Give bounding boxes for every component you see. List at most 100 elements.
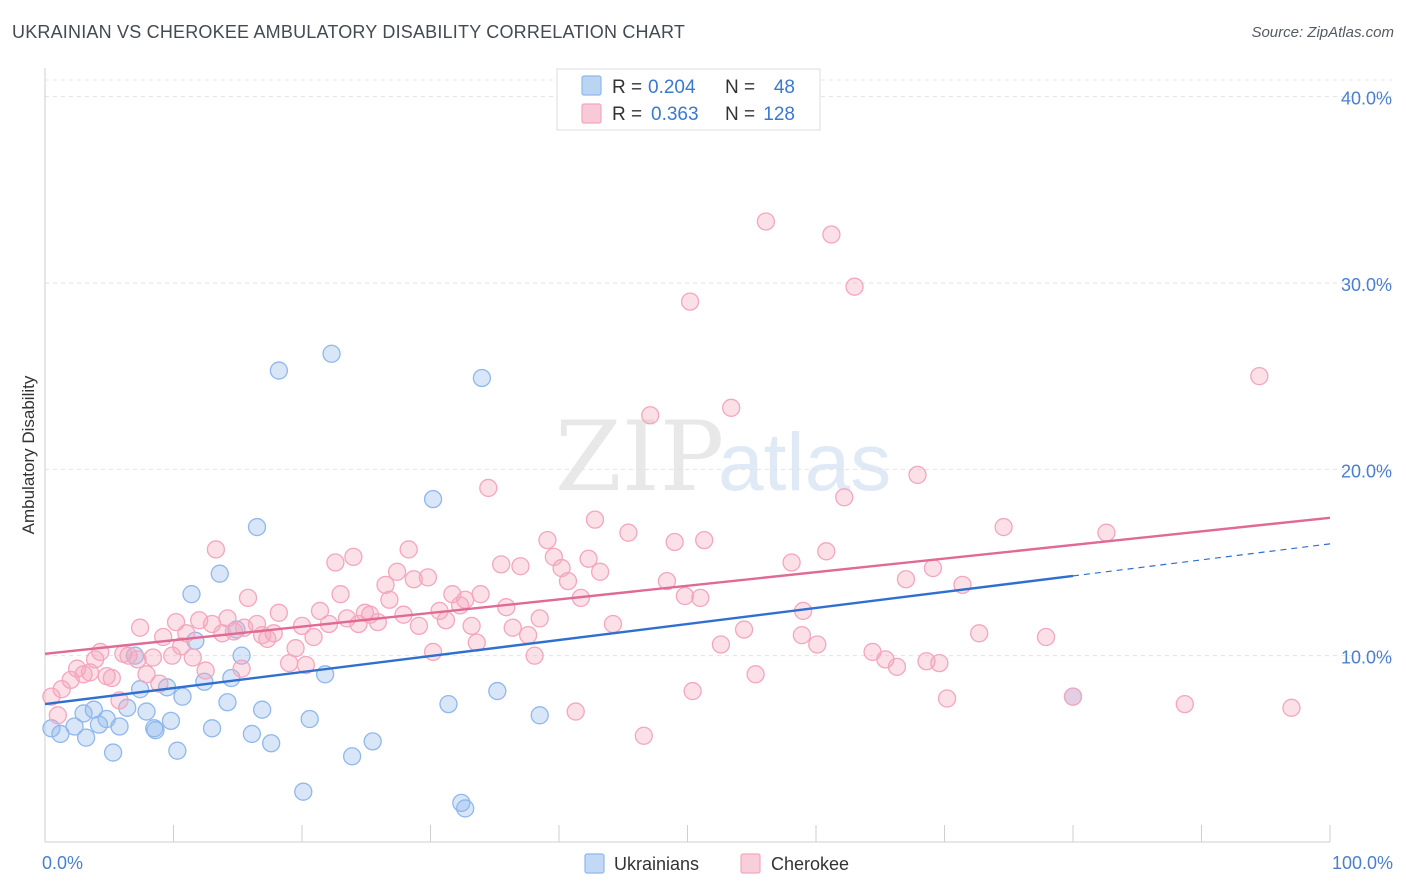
point-cherokee [479,478,498,498]
legend-swatch-ukrainians [581,75,602,96]
point-cherokee [418,568,438,587]
point-cherokee [808,635,827,654]
point-cherokee [657,571,677,591]
point-cherokee [119,646,138,665]
bottom-legend: Ukrainians Cherokee [584,853,849,874]
y-tick-label: 20.0% [1341,461,1392,481]
point-cherokee [675,586,695,606]
point-cherokee [91,642,110,662]
point-cherokee [525,646,544,665]
point-ukrainians [51,724,70,744]
point-ukrainians [247,517,267,537]
trend-line-extension-ukrainians [1072,543,1331,577]
point-cherokee [1036,627,1056,647]
point-cherokee [376,575,395,594]
y-tick-label: 30.0% [1341,275,1392,295]
point-cherokee [756,212,776,231]
point-cherokee [792,626,812,645]
point-cherokee [196,661,215,680]
point-cherokee [558,571,578,591]
point-cherokee [519,626,538,645]
point-cherokee [782,553,801,572]
chart-title: UKRAINIAN VS CHEROKEE AMBULATORY DISABIL… [12,22,686,42]
point-ukrainians [342,747,362,766]
point-cherokee [436,611,456,630]
point-cherokee [590,562,610,581]
point-cherokee [471,585,490,604]
point-cherokee [143,648,163,667]
point-cherokee [538,530,557,550]
point-cherokee [683,681,702,701]
point-cherokee [896,570,916,589]
point-ukrainians [110,717,129,736]
point-cherokee [137,665,156,684]
legend-r-value-cherokee: 0.363 [651,104,699,125]
point-cherokee [937,689,957,708]
bottom-legend-label-cherokee: Cherokee [771,854,849,874]
point-cherokee [634,726,653,745]
point-cherokee [224,622,244,641]
point-cherokee [150,674,169,693]
point-cherokee [264,624,283,643]
point-cherokee [462,616,481,635]
point-ukrainians [530,706,549,725]
gridlines [45,79,1392,657]
point-cherokee [887,657,907,676]
point-cherokee [579,549,598,568]
point-cherokee [304,627,323,647]
point-ukrainians [253,700,272,719]
legend: R = 0.204 N = 48 R = 0.363 N = 128 [556,68,821,131]
point-cherokee [296,655,316,675]
point-cherokee [399,540,418,559]
legend-n-value-cherokee: 128 [763,104,795,125]
point-cherokee [344,547,363,567]
legend-n-label-cherokee: N = [725,104,755,125]
point-cherokee [994,517,1013,537]
point-ukrainians [300,709,319,729]
x-tick-label-max: 100.0% [1332,853,1393,873]
point-cherokee [130,618,150,637]
legend-r-value-ukrainians: 0.204 [648,77,696,98]
point-cherokee [310,601,330,621]
point-cherokee [380,590,399,609]
point-ukrainians [210,564,229,583]
point-ukrainians [76,728,96,747]
point-ukrainians [74,704,93,723]
point-ukrainians [118,698,137,717]
point-cherokee [128,650,147,669]
point-cherokee [183,648,202,667]
point-ukrainians [168,741,187,760]
series-ukrainians [42,344,1083,818]
point-ukrainians [456,799,475,818]
point-cherokee [492,555,511,574]
point-cherokee [1175,694,1194,714]
point-cherokee [619,523,638,542]
point-cherokee [711,635,731,654]
point-cherokee [722,398,741,417]
point-cherokee [530,609,549,628]
point-cherokee [641,406,660,425]
point-cherokee [456,590,475,609]
point-cherokee [269,603,289,622]
point-cherokee [680,292,700,311]
point-cherokee [503,618,522,637]
legend-n-value-ukrainians: 48 [774,77,795,98]
point-ukrainians [322,344,341,363]
point-ukrainians [173,687,192,706]
point-cherokee [286,639,305,658]
source-label: Source: ZipAtlas.com [1251,24,1394,41]
point-ukrainians [65,717,84,736]
point-cherokee [835,488,854,507]
point-cherokee [566,702,585,721]
point-cherokee [1250,366,1269,386]
point-cherokee [908,465,927,485]
point-cherokee [387,562,407,581]
point-cherokee [511,557,530,576]
point-ukrainians [269,361,289,380]
y-axis-title: Ambulatory Disability [19,375,38,534]
point-cherokee [368,612,387,632]
point-cherokee [409,616,429,635]
axes [44,68,1331,843]
bottom-legend-swatch-cherokee [740,853,761,874]
